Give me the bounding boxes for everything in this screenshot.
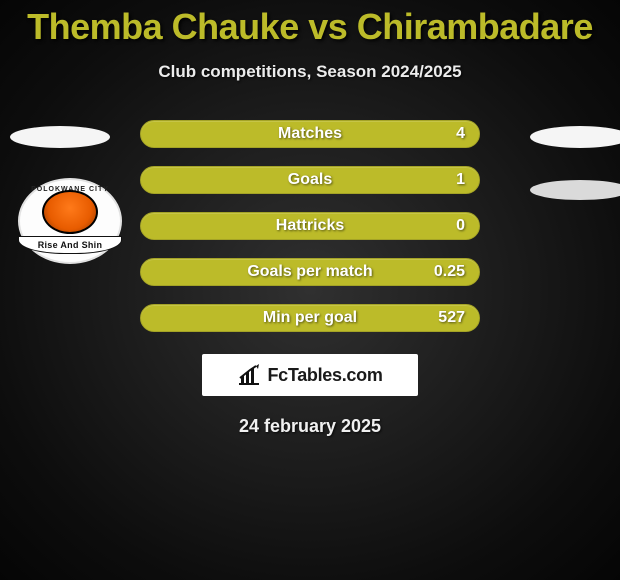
stat-row-matches: Matches 4 — [140, 120, 480, 148]
page-title: Themba Chauke vs Chirambadare — [0, 0, 620, 48]
decorative-ellipse-right-top — [530, 126, 620, 148]
bar-chart-icon — [237, 364, 261, 386]
club-badge-center — [42, 190, 98, 234]
date-text: 24 february 2025 — [0, 416, 620, 437]
fctables-attribution[interactable]: FcTables.com — [202, 354, 418, 396]
club-badge-banner-text: Rise And Shin — [38, 240, 103, 250]
stat-label: Goals — [288, 171, 332, 189]
stat-row-min-per-goal: Min per goal 527 — [140, 304, 480, 332]
stat-value-right: 4 — [456, 125, 465, 143]
stat-value-right: 1 — [456, 171, 465, 189]
club-badge: POLOKWANE CITY Rise And Shin — [18, 178, 122, 264]
page-subtitle: Club competitions, Season 2024/2025 — [0, 62, 620, 82]
fctables-label: FcTables.com — [267, 365, 382, 386]
stat-label: Min per goal — [263, 309, 357, 327]
stat-value-right: 0 — [456, 217, 465, 235]
decorative-ellipse-left — [10, 126, 110, 148]
stat-value-right: 527 — [438, 309, 465, 327]
decorative-ellipse-right-bottom — [530, 180, 620, 200]
stat-label: Hattricks — [276, 217, 344, 235]
stat-label: Goals per match — [247, 263, 372, 281]
stat-row-goals-per-match: Goals per match 0.25 — [140, 258, 480, 286]
stat-value-right: 0.25 — [434, 263, 465, 281]
stat-row-goals: Goals 1 — [140, 166, 480, 194]
stat-row-hattricks: Hattricks 0 — [140, 212, 480, 240]
stat-label: Matches — [278, 125, 342, 143]
